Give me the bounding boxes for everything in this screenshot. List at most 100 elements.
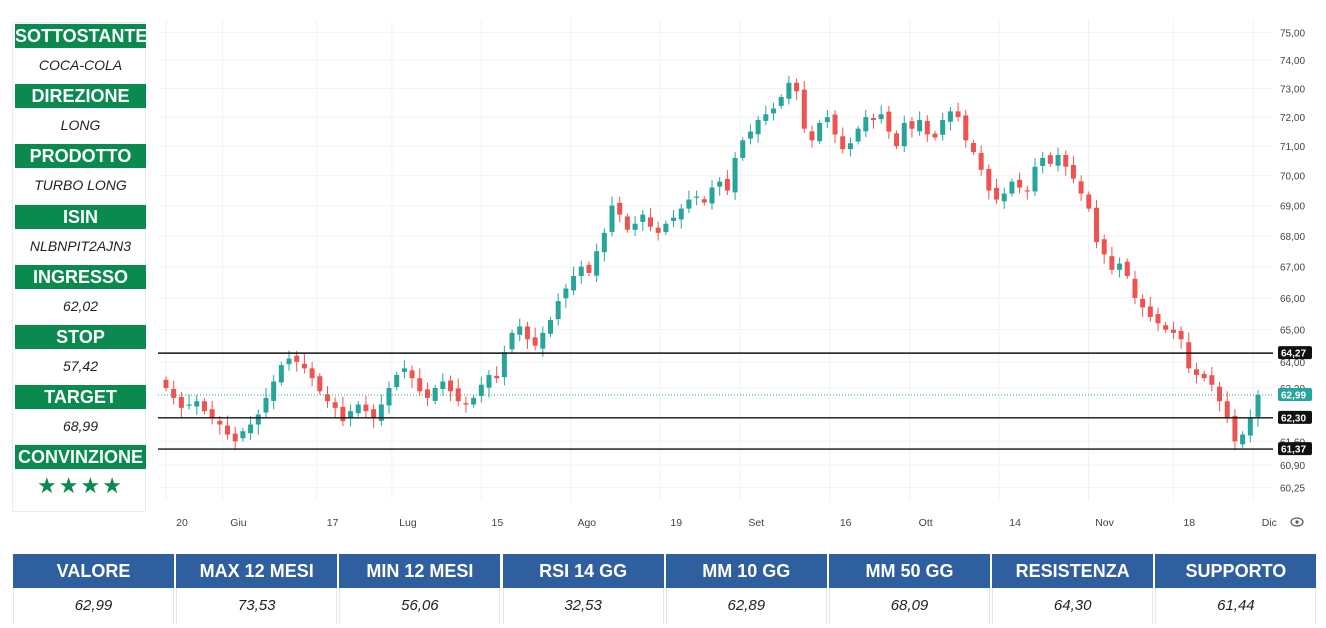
candle-body <box>824 117 830 123</box>
candle-body <box>271 381 277 401</box>
candle-body <box>494 375 500 379</box>
candle-body <box>917 120 923 132</box>
stat-header: MM 10 GG <box>665 554 827 588</box>
candle-body <box>532 337 538 346</box>
level-tag <box>1278 442 1312 456</box>
candle-body <box>594 251 600 276</box>
candle-body <box>401 368 407 372</box>
stat-header: MM 50 GG <box>829 554 990 588</box>
candle-body <box>1132 278 1138 298</box>
candle-body <box>671 217 677 221</box>
candle-body <box>947 111 953 122</box>
candle-body <box>609 205 615 232</box>
candle-body <box>178 396 184 408</box>
candle-body <box>463 403 469 405</box>
candle-body <box>724 178 730 191</box>
panel-value-sottostante: COCA-COLA <box>38 57 123 73</box>
candle-body <box>563 288 569 299</box>
candle-body <box>1224 401 1230 418</box>
candle-body <box>363 404 369 412</box>
y-tick-label: 67,00 <box>1280 263 1305 274</box>
panel-value-direzione: LONG <box>60 117 101 134</box>
candle-body <box>255 414 261 425</box>
candle-body <box>978 152 984 170</box>
y-tick-label: 69,00 <box>1280 202 1305 213</box>
candle-body <box>440 381 446 390</box>
x-tick-label: 19 <box>670 517 682 529</box>
price-chart: 75,00 74,00 73,00 72,00 71,00 70,00 69,00 68,00… <box>158 20 1312 529</box>
candle-body <box>840 136 846 150</box>
candle-body <box>970 142 976 153</box>
candle-body <box>1155 314 1161 324</box>
candle-body <box>1163 325 1169 330</box>
stat-header: MIN 12 MESI <box>339 554 501 588</box>
candle-body <box>778 97 784 106</box>
candle-body <box>324 394 330 402</box>
panel-value-prodotto: TURBO LONG <box>34 177 127 194</box>
y-tick-label: 68,00 <box>1280 232 1305 243</box>
candle-body <box>1070 165 1076 179</box>
candle-body <box>1124 261 1130 277</box>
candle-body <box>663 223 669 232</box>
candle-body <box>378 404 384 421</box>
candle-body <box>217 420 223 425</box>
panel-value-stop: 57,42 <box>62 358 99 374</box>
candle-body <box>1117 263 1123 270</box>
stat-mm-50-gg: MM 50 GG 68,09 <box>829 554 990 624</box>
x-tick-label: Set <box>748 517 764 529</box>
candle-body <box>794 82 800 92</box>
candle-body <box>1063 154 1069 167</box>
level-label: 61,37 <box>1281 445 1306 456</box>
candle-body <box>755 120 761 135</box>
candle-body <box>647 217 653 227</box>
candle-body <box>1209 375 1215 385</box>
candle-body <box>309 368 315 379</box>
candle-body <box>1055 154 1061 166</box>
stat-rsi-14-gg: RSI 14 GG 32,53 <box>502 554 664 624</box>
candle-body <box>294 355 300 362</box>
candle-body <box>1232 415 1238 442</box>
candle-body <box>786 82 792 99</box>
candle-body <box>1147 306 1153 317</box>
candle-body <box>732 157 738 193</box>
panel-label-target: TARGET <box>15 385 146 410</box>
candle-body <box>478 384 484 396</box>
candle-body <box>632 223 638 230</box>
candle-body <box>1201 373 1207 379</box>
candle-body <box>1217 386 1223 402</box>
candle-body <box>348 411 354 419</box>
stat-header: RSI 14 GG <box>502 554 664 588</box>
y-tick-label: 60,25 <box>1280 483 1305 494</box>
candle-body <box>1193 369 1199 375</box>
candle-body <box>417 378 423 392</box>
level-tag <box>1278 346 1312 360</box>
x-tick-label: Lug <box>399 517 417 529</box>
candle-body <box>940 120 946 135</box>
candle-body <box>394 374 400 388</box>
candle-body <box>517 326 523 335</box>
y-tick-label: 65,00 <box>1280 326 1305 337</box>
stat-value: 32,53 <box>502 588 664 624</box>
y-tick-label: 71,00 <box>1280 142 1305 153</box>
panel-label-prodotto: PRODOTTO <box>15 144 146 169</box>
candle-body <box>963 115 969 141</box>
candle-body <box>1240 434 1246 445</box>
candle-body <box>171 389 177 398</box>
candle-body <box>355 404 361 414</box>
candle-body <box>424 389 430 398</box>
stat-header: RESISTENZA <box>992 554 1154 588</box>
stat-value: 56,06 <box>339 588 501 624</box>
candle-body <box>225 425 231 435</box>
y-tick-label: 75,00 <box>1280 28 1305 39</box>
candle-body <box>809 131 815 141</box>
candle-body <box>624 216 630 230</box>
chart-settings-icon[interactable] <box>1290 517 1304 527</box>
candle-body <box>832 114 838 135</box>
stat-resistenza: RESISTENZA 64,30 <box>992 554 1154 624</box>
candle-body <box>524 326 530 340</box>
candle-body <box>863 117 869 132</box>
candle-body <box>1024 190 1030 192</box>
candle-body <box>817 122 823 142</box>
candle-body <box>655 227 661 233</box>
candle-body <box>886 111 892 132</box>
